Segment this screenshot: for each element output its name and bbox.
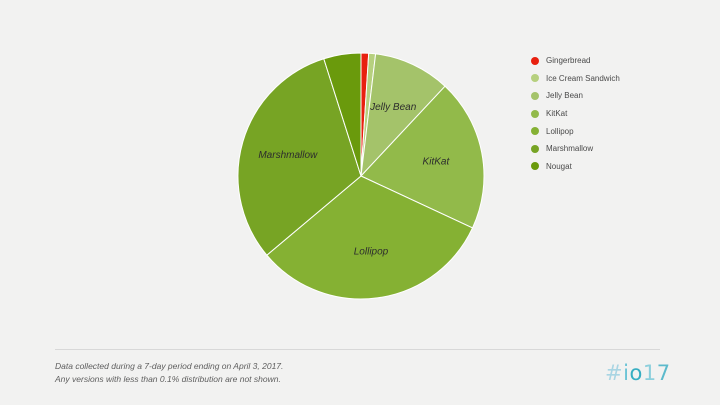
slice-label-jelly-bean: Jelly Bean <box>369 102 417 113</box>
legend-item: KitKat <box>531 105 620 123</box>
io17-logo: #io17 <box>605 360 671 386</box>
legend-swatch <box>531 56 539 65</box>
legend-label: KitKat <box>546 109 568 119</box>
footnote-line-2: Any versions with less than 0.1% distrib… <box>55 373 281 384</box>
slice-label-lollipop: Lollipop <box>354 247 389 258</box>
legend-swatch <box>531 144 539 153</box>
legend-label: Jelly Bean <box>546 91 583 101</box>
legend-label: Ice Cream Sandwich <box>546 73 620 83</box>
legend-item: Ice Cream Sandwich <box>531 70 620 88</box>
legend-item: Jelly Bean <box>531 87 620 105</box>
legend-item: Nougat <box>531 158 620 176</box>
logo-char: # <box>605 361 624 385</box>
slice-label-kitkat: KitKat <box>423 157 451 168</box>
legend-label: Gingerbread <box>546 56 591 66</box>
legend-swatch <box>531 162 539 171</box>
legend-swatch <box>531 127 539 136</box>
legend-label: Lollipop <box>546 126 574 136</box>
pie-slice-kitkat <box>360 85 485 229</box>
footer-divider <box>55 349 660 350</box>
slice-label-marshmallow: Marshmallow <box>258 150 318 161</box>
pie-slice-nougat <box>323 52 362 177</box>
legend-item: Marshmallow <box>531 140 620 158</box>
logo-char: i <box>623 361 630 385</box>
legend-item: Lollipop <box>531 122 620 140</box>
legend-swatch <box>531 74 539 83</box>
pie-slice-jelly-bean <box>360 53 446 178</box>
pie-slice-lollipop <box>266 175 474 300</box>
logo-char: 7 <box>656 361 671 385</box>
legend-label: Nougat <box>546 161 572 171</box>
footnote: Data collected during a 7-day period end… <box>55 360 283 385</box>
legend-swatch <box>531 109 539 118</box>
logo-char: 1 <box>642 361 657 385</box>
logo-char: o <box>629 361 643 385</box>
legend-label: Marshmallow <box>546 144 594 154</box>
legend-item: Gingerbread <box>531 52 620 70</box>
pie-slice-marshmallow <box>237 58 362 256</box>
legend-swatch <box>531 91 539 100</box>
footnote-line-1: Data collected during a 7-day period end… <box>55 361 284 371</box>
legend: Gingerbread Ice Cream Sandwich Jelly Bean K… <box>531 52 620 175</box>
